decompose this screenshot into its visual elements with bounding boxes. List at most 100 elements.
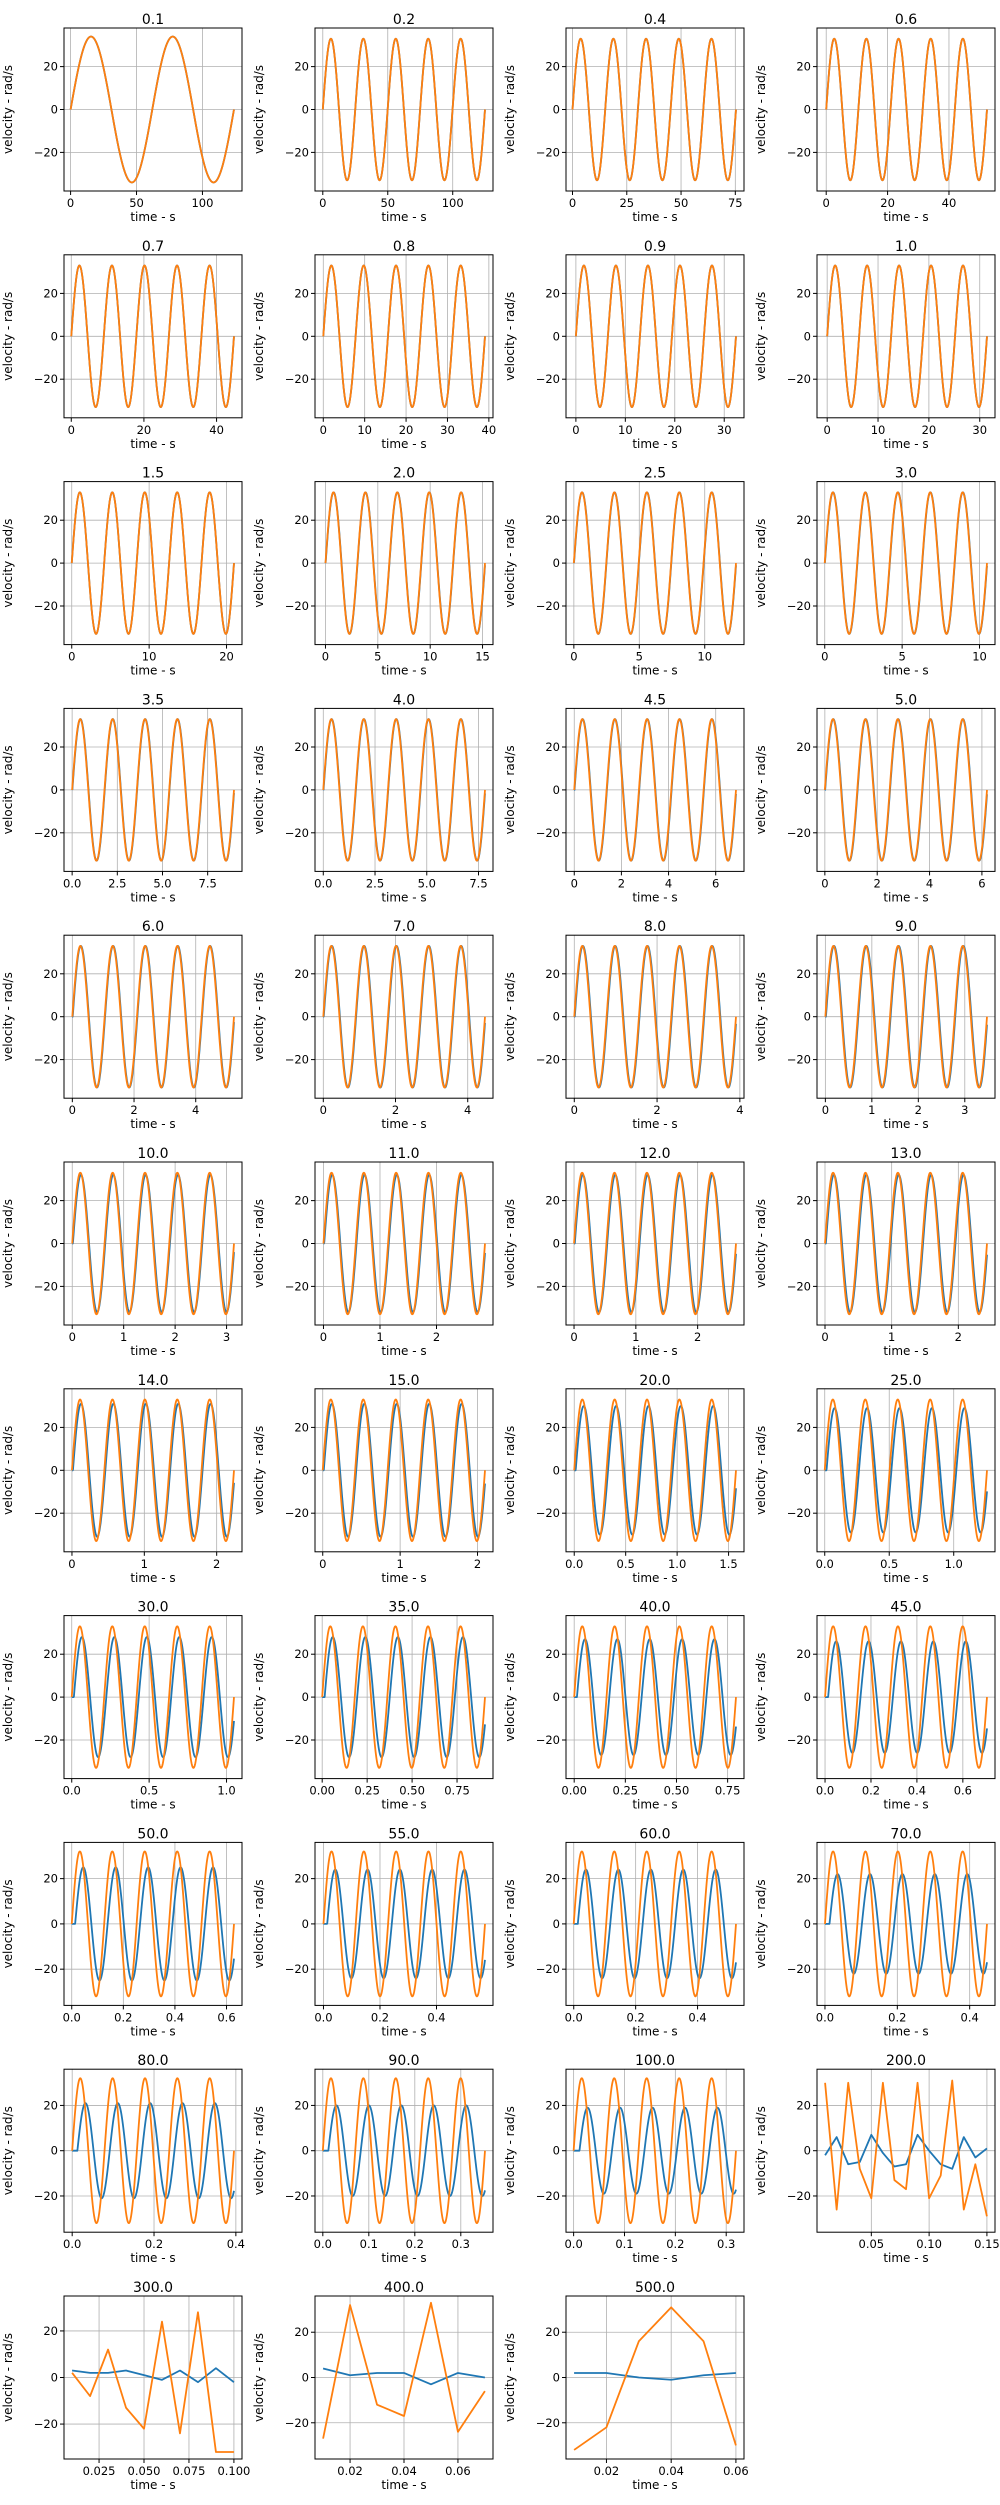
y-tick-label: 0 <box>553 1237 560 1251</box>
x-tick-label: 0 <box>571 1103 578 1117</box>
y-axis-label: velocity - rad/s <box>754 1426 768 1515</box>
x-tick-label: 2 <box>474 1557 481 1571</box>
subplot-title: 35.0 <box>388 1600 419 1616</box>
subplot-title: 60.0 <box>639 1826 670 1842</box>
x-tick-label: 0 <box>319 1557 326 1571</box>
y-tick-label: 20 <box>796 740 811 754</box>
y-axis-label: velocity - rad/s <box>754 1653 768 1742</box>
x-tick-label: 0 <box>319 196 326 210</box>
x-tick-label: 2.5 <box>366 876 384 890</box>
y-axis-label: velocity - rad/s <box>252 519 266 608</box>
y-tick-label: −20 <box>285 2416 309 2430</box>
y-tick-label: 0 <box>804 1917 811 1931</box>
subplot-title: 0.9 <box>644 239 666 255</box>
subplot: 0.00 0.25 0.50 0.75 −20 0 20 35.0 time - s veloci… <box>252 1600 494 1812</box>
subplot: 0 5 10 −20 0 20 2.5 time - s velocity - rad/s <box>503 466 745 678</box>
x-tick-label: 10 <box>697 650 712 664</box>
x-axis-label: time - s <box>130 1571 175 1585</box>
y-tick-label: −20 <box>787 1279 811 1293</box>
y-axis-label: velocity - rad/s <box>1 2106 15 2195</box>
subplot: 0 20 40 −20 0 20 0.7 time - s velocity - rad/s <box>1 239 243 451</box>
series-line-command <box>573 1625 737 1769</box>
series-line-command <box>321 37 486 182</box>
x-axis-label: time - s <box>130 1798 175 1812</box>
y-axis-label: velocity - rad/s <box>252 2106 266 2195</box>
x-tick-label: 1.0 <box>668 1557 686 1571</box>
subplot: 0 2 4 −20 0 20 7.0 time - s velocity - rad/s <box>252 919 494 1131</box>
series-line-command <box>324 491 486 635</box>
x-axis-label: time - s <box>632 1117 677 1131</box>
x-axis-label: time - s <box>632 890 677 904</box>
y-tick-label: 20 <box>796 1647 811 1661</box>
series-line-command <box>572 491 737 635</box>
y-axis-label: velocity - rad/s <box>754 972 768 1061</box>
x-tick-label: 6 <box>978 876 985 890</box>
subplot-title: 200.0 <box>886 2053 926 2069</box>
y-tick-label: −20 <box>34 372 58 386</box>
y-axis-label: velocity - rad/s <box>503 2333 517 2422</box>
y-tick-label: 0 <box>804 1463 811 1477</box>
series-line-command <box>71 2311 234 2453</box>
x-tick-label: 5 <box>898 650 905 664</box>
x-tick-label: 25 <box>619 196 634 210</box>
x-axis-label: time - s <box>130 210 175 224</box>
x-tick-label: 2 <box>653 1103 660 1117</box>
y-tick-label: 20 <box>43 967 58 981</box>
x-tick-label: 30 <box>972 423 987 437</box>
subplot: 0.0 0.1 0.2 0.3 −20 0 20 90.0 time - s velocity -… <box>252 2053 494 2265</box>
y-tick-label: 20 <box>545 1872 560 1886</box>
subplot-title: 500.0 <box>635 2280 675 2296</box>
y-tick-label: 20 <box>43 1194 58 1208</box>
y-axis-label: velocity - rad/s <box>503 65 517 154</box>
y-tick-label: 20 <box>796 1420 811 1434</box>
series-line-response <box>322 2104 486 2197</box>
y-tick-label: 20 <box>43 740 58 754</box>
x-tick-label: 0 <box>571 876 578 890</box>
subplot: 0 2 4 −20 0 20 8.0 time - s velocity - rad/s <box>503 919 745 1131</box>
subplot-title: 0.7 <box>142 239 164 255</box>
subplot-title: 9.0 <box>895 919 917 935</box>
y-tick-label: 20 <box>545 2325 560 2339</box>
subplot-title: 2.0 <box>393 466 415 482</box>
x-tick-label: 10 <box>357 423 372 437</box>
subplot: 0.05 0.10 0.15 −20 0 20 200.0 time - s velocity … <box>754 2053 1000 2265</box>
y-tick-label: −20 <box>285 372 309 386</box>
x-axis-label: time - s <box>883 664 928 678</box>
x-tick-label: 2 <box>171 1330 178 1344</box>
series-line-command <box>824 2079 988 2217</box>
y-tick-label: 0 <box>302 329 309 343</box>
x-tick-label: 0.50 <box>664 1784 690 1798</box>
x-tick-label: 0.75 <box>715 1784 741 1798</box>
y-tick-label: 0 <box>51 1463 58 1477</box>
subplot: 0 5 10 15 −20 0 20 2.0 time - s velocity - rad/s <box>252 466 494 678</box>
series-line-command <box>573 945 737 1089</box>
subplot: 0 10 20 30 −20 0 20 1.0 time - s velocity - rad/s <box>754 239 996 451</box>
x-tick-label: 1 <box>376 1330 383 1344</box>
x-axis-label: time - s <box>381 2251 426 2265</box>
subplot-title: 10.0 <box>137 1146 168 1162</box>
y-tick-label: −20 <box>285 2189 309 2203</box>
x-tick-label: 0.100 <box>217 2464 250 2478</box>
y-tick-label: −20 <box>34 1962 58 1976</box>
y-tick-label: 0 <box>804 1010 811 1024</box>
x-tick-label: 2 <box>694 1330 701 1344</box>
y-tick-label: −20 <box>285 599 309 613</box>
y-tick-label: 0 <box>804 329 811 343</box>
subplot-title: 0.6 <box>895 12 917 28</box>
subplot-title: 50.0 <box>137 1826 168 1842</box>
x-tick-label: 0.06 <box>723 2464 749 2478</box>
y-tick-label: 20 <box>43 1647 58 1661</box>
y-tick-label: −20 <box>34 1733 58 1747</box>
x-tick-label: 0 <box>821 1330 828 1344</box>
y-tick-label: −20 <box>536 2416 560 2430</box>
y-tick-label: −20 <box>787 826 811 840</box>
x-tick-label: 0 <box>824 423 831 437</box>
y-tick-label: 20 <box>545 513 560 527</box>
subplot-title: 70.0 <box>890 1826 921 1842</box>
y-tick-label: 20 <box>545 286 560 300</box>
x-axis-label: time - s <box>632 2024 677 2038</box>
subplot: 0 20 40 −20 0 20 0.6 time - s velocity - rad/s <box>754 12 996 224</box>
y-axis-label: velocity - rad/s <box>1 519 15 608</box>
x-tick-label: 2 <box>392 1103 399 1117</box>
